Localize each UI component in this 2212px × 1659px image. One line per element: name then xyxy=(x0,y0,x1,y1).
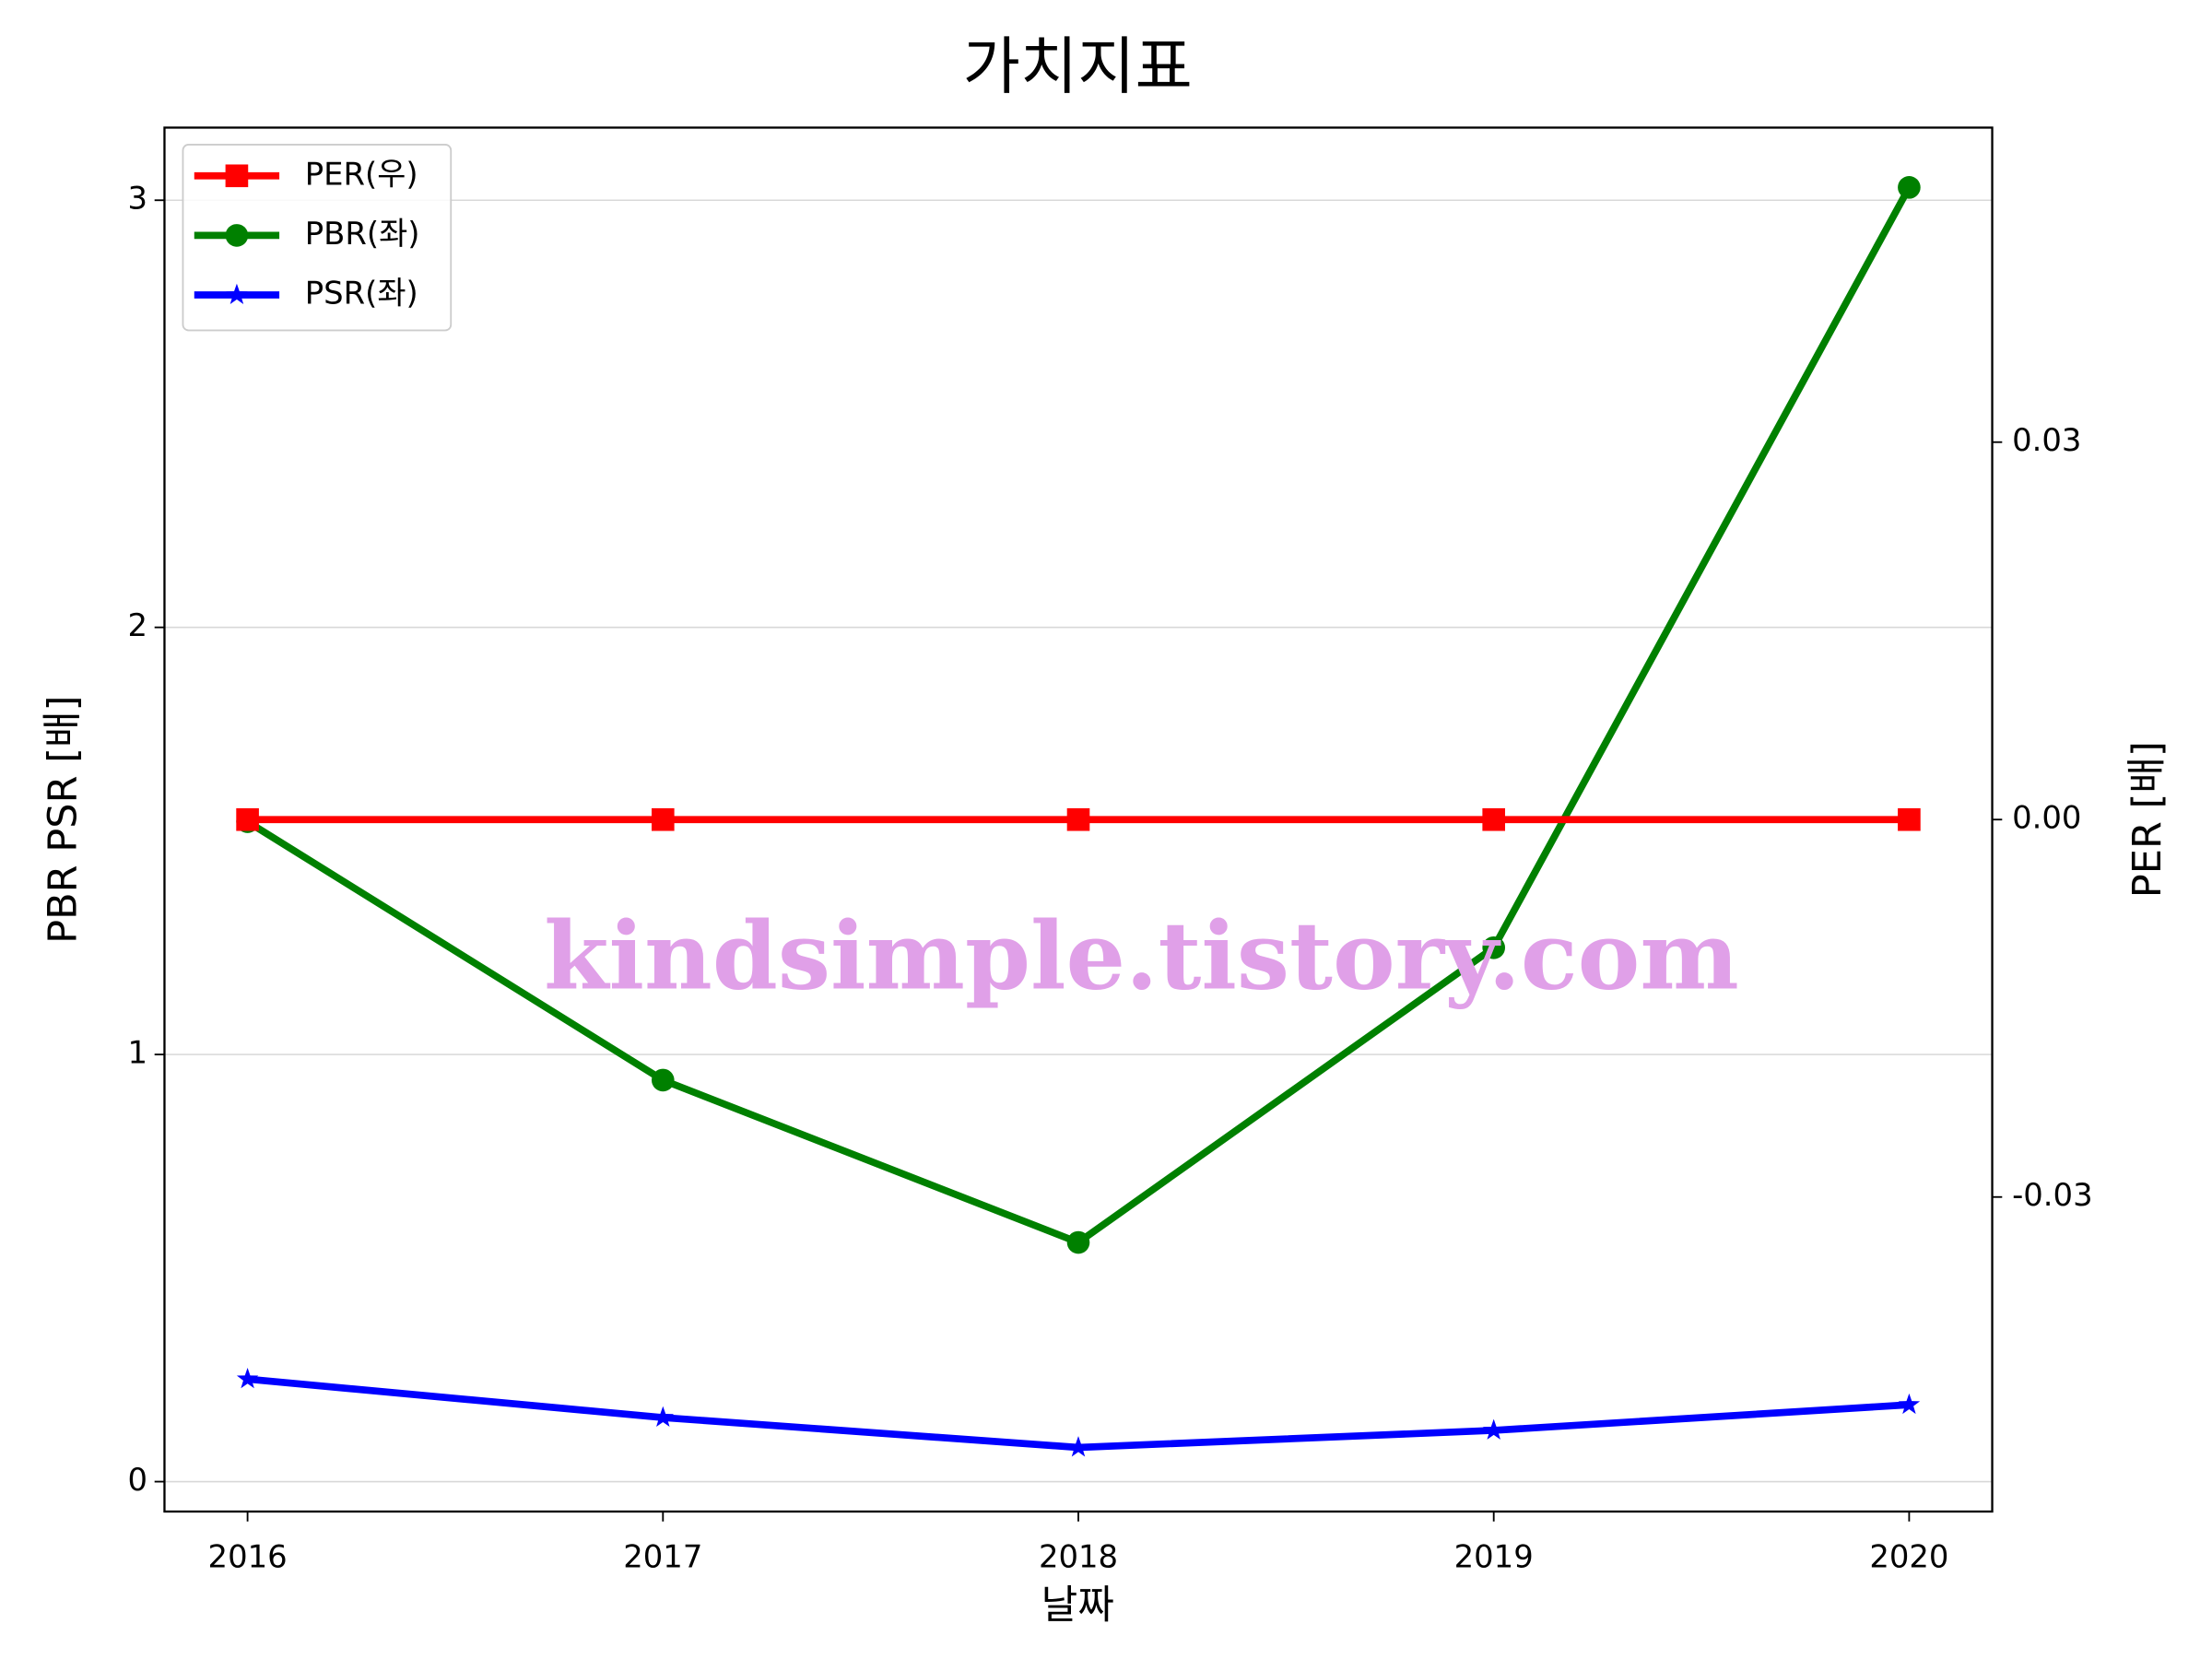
y-tick-label: 1 xyxy=(127,1035,147,1071)
marker xyxy=(236,1368,259,1389)
marker xyxy=(1483,1418,1505,1440)
chart-title: 가치지표 xyxy=(963,29,1193,102)
marker xyxy=(1482,807,1506,831)
legend-box xyxy=(182,143,453,332)
legend-label: PBR(좌) xyxy=(305,216,420,252)
watermark: kindsimple.tistory.com xyxy=(544,901,1739,1011)
y-tick-label: 2 xyxy=(127,607,147,643)
legend-marker xyxy=(225,224,249,247)
marker xyxy=(651,807,675,831)
legend-marker xyxy=(226,283,248,304)
x-tick-label: 2020 xyxy=(1869,1538,1948,1574)
y2-tick-label: 0.03 xyxy=(2012,422,2081,458)
x-tick-label: 2017 xyxy=(623,1538,702,1574)
y-axis-label: PBR PSR [배] xyxy=(40,696,86,944)
legend-marker xyxy=(225,164,249,188)
marker xyxy=(1898,176,1921,199)
marker xyxy=(1067,1436,1089,1457)
marker xyxy=(1066,807,1090,831)
marker xyxy=(1482,935,1506,959)
legend: PER(우) PBR(좌) PSR(좌) xyxy=(182,143,453,332)
marker xyxy=(1898,807,1921,831)
x-tick-label: 2016 xyxy=(208,1538,288,1574)
y-tick-label: 0 xyxy=(127,1462,147,1498)
legend-label: PER(우) xyxy=(305,156,418,192)
plot-frame xyxy=(163,126,1994,1513)
marker xyxy=(652,1406,674,1427)
legend-label: PSR(좌) xyxy=(305,276,418,312)
marker xyxy=(1066,1230,1090,1254)
x-tick-label: 2019 xyxy=(1454,1538,1534,1574)
y2-axis-label: PER [배] xyxy=(2124,741,2171,898)
y2-tick-label: 0.00 xyxy=(2012,800,2081,836)
marker xyxy=(651,1068,675,1092)
x-tick-label: 2018 xyxy=(1039,1538,1118,1574)
y2-tick-label: -0.03 xyxy=(2012,1177,2093,1213)
marker xyxy=(1898,1393,1921,1415)
marker xyxy=(236,807,259,831)
x-axis-label: 날짜 xyxy=(1041,1583,1114,1629)
y-tick-label: 3 xyxy=(127,181,147,217)
